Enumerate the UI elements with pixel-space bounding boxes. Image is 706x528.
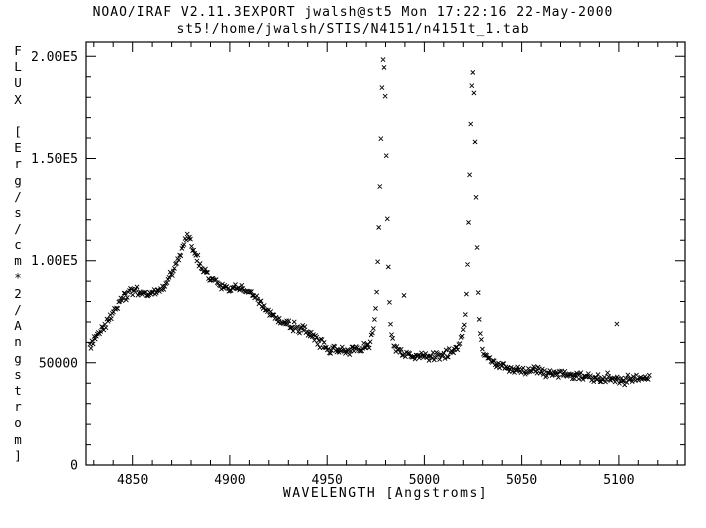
y-axis-label-char: m bbox=[14, 431, 22, 447]
spectrum-data-points bbox=[87, 57, 652, 388]
x-axis-label: WAVELENGTH [Angstroms] bbox=[282, 486, 489, 501]
y-tick-label: 1.00E5 bbox=[31, 254, 78, 269]
x-tick-label: 4950 bbox=[312, 473, 343, 488]
y-tick-label: 50000 bbox=[39, 356, 78, 371]
plot-title: NOAO/IRAF V2.11.3EXPORT jwalsh@st5 Mon 1… bbox=[92, 5, 614, 20]
plot-subtitle: st5!/home/jwalsh/STIS/N4151/n4151t_1.tab bbox=[176, 22, 530, 37]
y-axis-label-char: [ bbox=[14, 123, 22, 139]
y-axis-label-char: r bbox=[14, 156, 22, 172]
y-axis-label-char: U bbox=[14, 75, 22, 91]
y-axis-label-char: c bbox=[14, 237, 22, 253]
y-axis-label-char: E bbox=[14, 140, 22, 156]
x-tick-label: 4850 bbox=[117, 473, 148, 488]
y-axis-label-char: s bbox=[14, 366, 22, 382]
y-axis-label-char: A bbox=[14, 318, 22, 334]
y-tick-label: 2.00E5 bbox=[31, 50, 78, 65]
x-tick-label: 5000 bbox=[409, 473, 440, 488]
y-axis-label-char: g bbox=[14, 172, 22, 188]
plot-frame bbox=[85, 41, 686, 466]
y-axis-label-char: o bbox=[14, 415, 22, 431]
y-axis-label-char: * bbox=[14, 269, 22, 285]
y-axis-label-char: / bbox=[14, 302, 22, 317]
x-tick-label: 5050 bbox=[506, 473, 537, 488]
y-axis-label-char: t bbox=[14, 382, 22, 398]
y-axis-label-char: g bbox=[14, 350, 22, 366]
y-axis-label-char: L bbox=[14, 59, 22, 75]
x-tick-label: 5100 bbox=[603, 473, 634, 488]
y-axis-label-char: r bbox=[14, 399, 22, 415]
y-axis-label-char: m bbox=[14, 253, 22, 269]
x-tick-label: 4900 bbox=[214, 473, 245, 488]
y-axis-label-char: X bbox=[14, 91, 22, 107]
y-axis-label-char: s bbox=[14, 204, 22, 220]
y-axis-label-char: 2 bbox=[14, 285, 22, 301]
y-tick-label: 0 bbox=[70, 459, 78, 474]
y-axis-label-char: n bbox=[14, 334, 22, 350]
y-axis-label-char: F bbox=[14, 43, 22, 58]
x-axis-ticks bbox=[93, 42, 678, 465]
y-axis-ticks bbox=[86, 55, 685, 466]
y-axis-label-char: / bbox=[14, 188, 22, 204]
y-axis-label-char: / bbox=[14, 221, 22, 237]
y-tick-label: 1.50E5 bbox=[31, 152, 78, 167]
y-axis-label-char: ] bbox=[14, 447, 22, 463]
